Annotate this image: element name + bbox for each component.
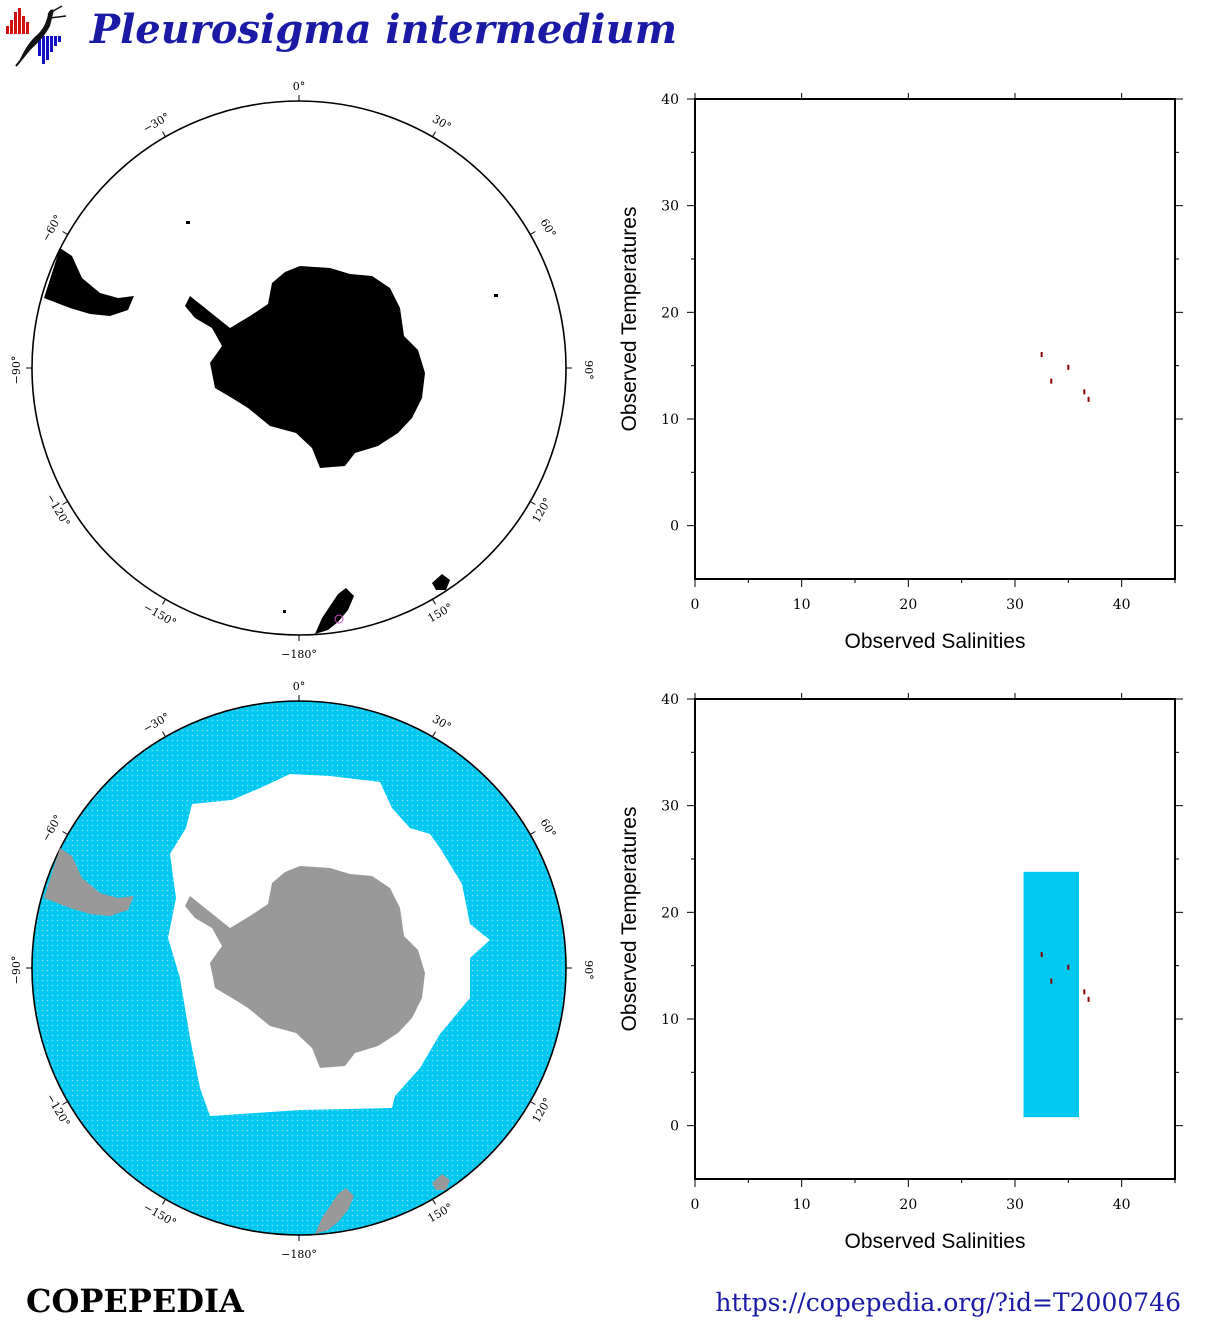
copepedia-logo-icon [4,4,68,68]
map-deg-label: 0° [293,680,306,693]
y-tick-label: 30 [661,799,679,815]
map-graticule-tick [432,731,436,738]
y-tick-label: 0 [670,519,679,535]
source-url-link[interactable]: https://copepedia.org/?id=T2000746 [715,1288,1181,1317]
occurrence-map: 0° 30° 60° 90° 120° 150° −180° −150° −12… [0,78,600,668]
x-tick-label: 30 [1006,1197,1024,1213]
map-graticule-tick [529,831,536,835]
island-marker [494,294,498,297]
map-deg-label: −180° [281,1248,317,1261]
map-deg-label: −60° [39,213,65,244]
map-deg-label: −150° [141,1200,178,1229]
data-point [1040,352,1043,357]
map-deg-label: 150° [426,1201,455,1226]
map-deg-label: −60° [39,813,65,844]
new-zealand-landmass [315,1188,354,1234]
map-graticule-tick [432,598,436,605]
map-graticule-tick [62,501,69,505]
map-deg-label: −90° [10,356,23,385]
map-graticule-tick [162,731,166,738]
map-deg-label: −90° [10,956,23,985]
map-graticule-tick [62,831,69,835]
data-point [1087,396,1090,402]
map-deg-label: 0° [293,80,306,93]
island-marker [186,221,190,224]
y-tick-label: 40 [661,692,679,708]
map-deg-label: 30° [430,112,453,133]
range-box [1023,871,1079,1118]
map-graticule-tick [62,231,69,235]
map-deg-label: −30° [141,710,172,736]
plot-frame [694,698,1176,1180]
x-tick-label: 20 [899,1197,917,1213]
data-point [1067,964,1070,970]
antarctica-landmass [185,266,425,468]
plot-frame [694,98,1176,580]
y-tick-label: 30 [661,199,679,215]
y-tick-label: 20 [661,905,679,921]
new-zealand-landmass [315,588,354,634]
map-deg-label: −150° [141,600,178,629]
y-tick-label: 0 [670,1119,679,1135]
y-tick-label: 20 [661,305,679,321]
x-tick-label: 0 [691,1197,700,1213]
y-axis-label: Observed Temperatures [618,807,641,1032]
x-axis-label: Observed Salinities [845,1230,1026,1253]
map-graticule-tick [529,231,536,235]
ts-scatter-chart-bottom: 0 10 20 30 40 0 10 20 30 40 Observed Salinities Obs… [600,678,1205,1278]
y-tick-label: 10 [661,1012,679,1028]
map-graticule-tick [529,501,536,505]
data-point [1067,364,1070,370]
tasmania-landmass [432,574,450,590]
map-graticule-tick [432,1198,436,1205]
x-tick-label: 40 [1113,1197,1131,1213]
map-deg-label: 120° [530,496,555,525]
island-marker [283,610,286,613]
ts-scatter-chart-top: 0 10 20 30 40 0 10 20 30 40 Observed Salinities Obs… [600,78,1205,678]
map-deg-label: −180° [281,648,317,661]
brand-label: COPEPEDIA [26,1282,244,1320]
map-deg-label: −30° [141,110,172,136]
map-graticule-tick [432,131,436,138]
data-point [1040,952,1043,957]
x-tick-label: 0 [691,597,700,613]
data-point [1083,389,1086,395]
x-tick-label: 40 [1113,597,1131,613]
map-deg-label: 120° [530,1096,555,1125]
south-america-landmass [44,848,134,916]
y-tick-label: 40 [661,92,679,108]
map-graticule-tick [62,1101,69,1105]
map-deg-label: 90° [582,960,595,980]
x-axis-label: Observed Salinities [845,630,1026,653]
data-point [1087,996,1090,1002]
map-graticule-tick [162,1198,166,1205]
x-tick-label: 10 [793,597,811,613]
map-deg-label: 60° [538,217,559,240]
data-point [1050,378,1053,384]
map-graticule-tick [162,131,166,138]
x-tick-label: 30 [1006,597,1024,613]
habitat-range-map: 0° 30° 60° 90° 120° 150° −180° −150° −12… [0,678,600,1268]
map-deg-label: 30° [430,712,453,733]
occurrence-ring [334,614,344,624]
y-tick-label: 10 [661,412,679,428]
data-point [1083,989,1086,995]
data-point [1050,978,1053,984]
map-deg-label: 150° [426,601,455,626]
x-tick-label: 10 [793,1197,811,1213]
map-graticule-tick [529,1101,536,1105]
map-deg-label: 90° [582,360,595,380]
south-america-landmass [44,248,134,316]
tasmania-landmass [432,1174,450,1190]
species-title: Pleurosigma intermedium [90,6,678,53]
antarctica-landmass [185,866,425,1068]
x-tick-label: 20 [899,597,917,613]
y-axis-label: Observed Temperatures [618,207,641,432]
map-graticule-tick [162,598,166,605]
map-deg-label: 60° [538,817,559,840]
